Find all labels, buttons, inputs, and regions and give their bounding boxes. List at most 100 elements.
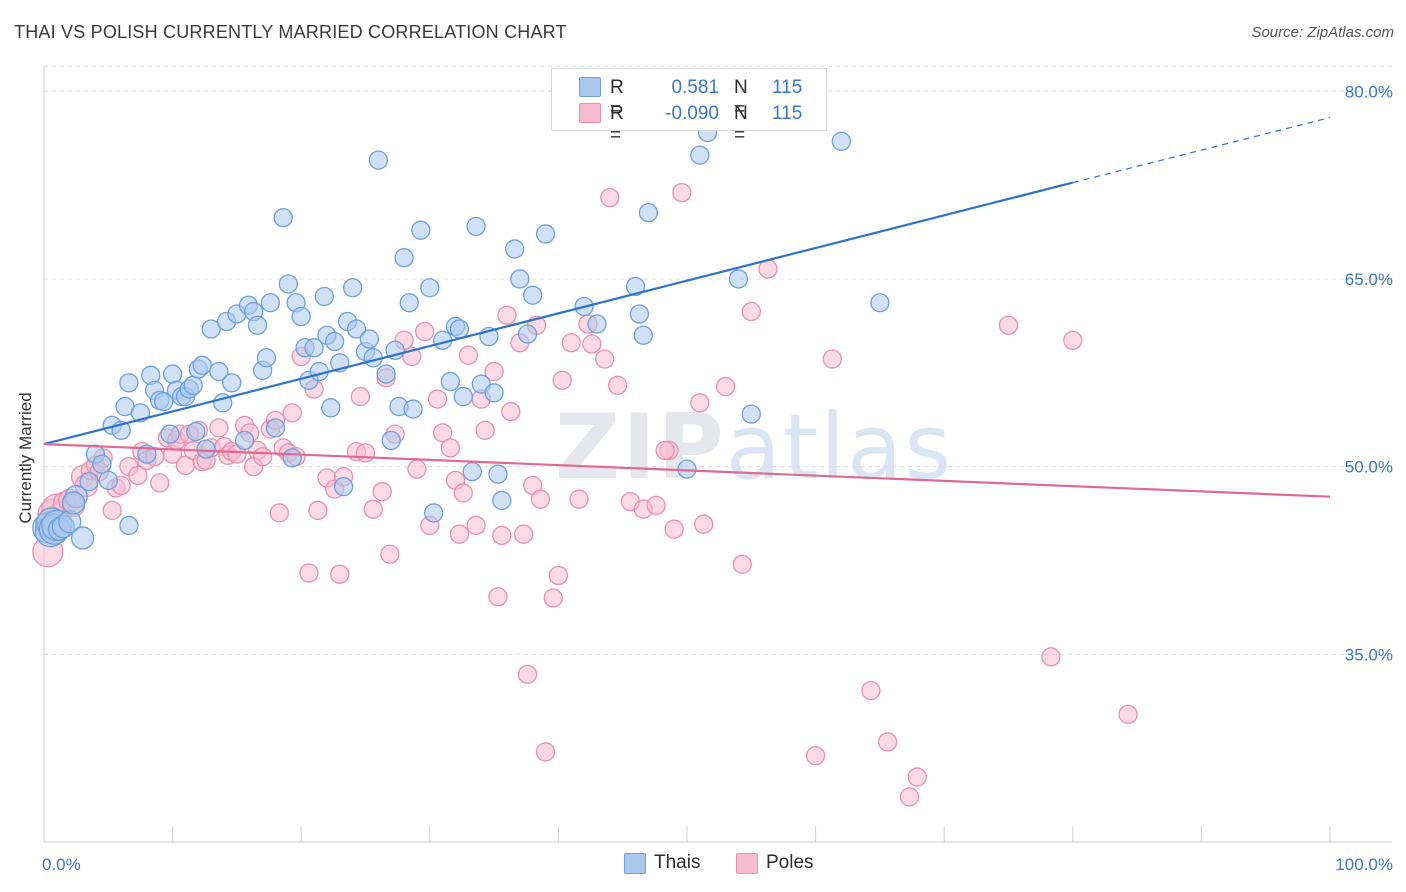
thais-point — [633, 325, 653, 345]
poles-point — [433, 423, 453, 443]
poles-point — [543, 588, 563, 608]
poles-point — [514, 524, 534, 544]
thais-point — [523, 285, 543, 305]
poles-point — [535, 742, 556, 762]
thais-trend-extension — [1072, 116, 1331, 184]
thais-point — [61, 491, 86, 515]
poles-point — [664, 519, 684, 539]
poles-point — [517, 664, 538, 684]
thais-point — [403, 399, 423, 419]
poles-point — [595, 349, 615, 369]
thais-point — [324, 331, 345, 352]
thais-point — [209, 361, 229, 382]
thais-point — [92, 454, 112, 474]
x-tick-label: 0.0% — [42, 855, 81, 874]
poles-point — [607, 375, 628, 395]
thais-point — [273, 208, 293, 228]
thais-point — [462, 461, 482, 482]
poles-point — [453, 483, 473, 503]
poles-point — [552, 370, 572, 390]
poles-point — [646, 495, 666, 516]
thais-point — [420, 278, 440, 298]
thais-point — [424, 503, 444, 523]
thais-point — [346, 319, 367, 339]
poles-point — [330, 564, 350, 584]
poles-point — [440, 438, 461, 458]
thais-point — [314, 286, 334, 307]
poles-point — [269, 503, 289, 523]
thais-point — [394, 248, 414, 268]
thais-point — [587, 314, 607, 334]
thais-point — [517, 324, 538, 344]
poles-point — [561, 333, 581, 353]
thais-point — [831, 131, 851, 151]
legend-n-value: 115 — [772, 77, 803, 98]
thais-point — [505, 239, 525, 259]
legend-n-label: N = — [734, 103, 748, 146]
poles-point — [899, 787, 920, 807]
poles-point — [492, 525, 512, 546]
poles-point — [1041, 647, 1061, 667]
legend-swatch-thais — [624, 853, 646, 874]
poles-point — [299, 563, 319, 583]
legend-n-label: N = — [734, 77, 748, 120]
poles-point — [672, 182, 692, 203]
chart-title: THAI VS POLISH CURRENTLY MARRIED CORRELA… — [14, 22, 567, 42]
legend-n-value: 115 — [772, 103, 803, 124]
y-tick-label: 50.0% — [1345, 458, 1393, 477]
thais-point — [342, 278, 363, 298]
thais-point — [162, 364, 183, 384]
legend-r-label: R = — [610, 77, 624, 120]
thais-point — [381, 430, 401, 451]
thais-point — [741, 404, 761, 424]
thais-point — [137, 444, 157, 464]
poles-point — [600, 187, 620, 208]
thais-point — [183, 375, 203, 395]
poles-point — [282, 403, 302, 423]
poles-point — [877, 732, 898, 752]
poles-point — [569, 489, 589, 509]
correlation-legend: R = 0.581 N = 115 R = -0.090 N = 115 — [551, 68, 827, 146]
poles-point — [308, 500, 328, 521]
thais-point — [119, 373, 139, 393]
thais-point — [247, 315, 268, 335]
thais-point — [192, 355, 212, 375]
legend-r-value: -0.090 — [665, 103, 719, 124]
poles-point — [1063, 330, 1083, 350]
thais-point — [186, 421, 206, 442]
y-tick-label: 35.0% — [1345, 645, 1393, 664]
y-tick-label: 80.0% — [1345, 82, 1393, 101]
poles-point — [741, 301, 761, 322]
poles-point — [355, 443, 376, 463]
thais-point — [321, 398, 341, 418]
thais-point — [119, 515, 139, 536]
poles-point — [805, 746, 826, 766]
poles-point — [128, 465, 148, 486]
poles-point — [861, 680, 881, 701]
thais-point — [333, 477, 354, 497]
poles-trend-line — [43, 443, 1331, 498]
poles-point — [907, 767, 927, 787]
thais-point — [488, 464, 508, 484]
thais-point — [376, 364, 396, 384]
poles-point — [415, 321, 435, 342]
thais-point — [256, 348, 277, 368]
poles-point — [449, 524, 470, 544]
thais-point — [265, 418, 286, 438]
poles-point — [350, 386, 371, 407]
thais-point — [278, 274, 298, 294]
legend-swatch-poles — [579, 103, 601, 123]
thais-point — [870, 293, 890, 313]
legend-r-label: R = — [610, 103, 624, 146]
thais-point — [222, 373, 242, 393]
poles-point — [407, 459, 427, 479]
poles-point — [484, 361, 504, 382]
poles-point — [102, 500, 122, 521]
x-tick-label: 100.0% — [1335, 855, 1393, 874]
thais-point — [304, 338, 324, 358]
poles-point — [466, 515, 486, 536]
thais-point — [153, 391, 174, 412]
thais-point — [79, 472, 99, 492]
thais-point — [399, 293, 419, 313]
